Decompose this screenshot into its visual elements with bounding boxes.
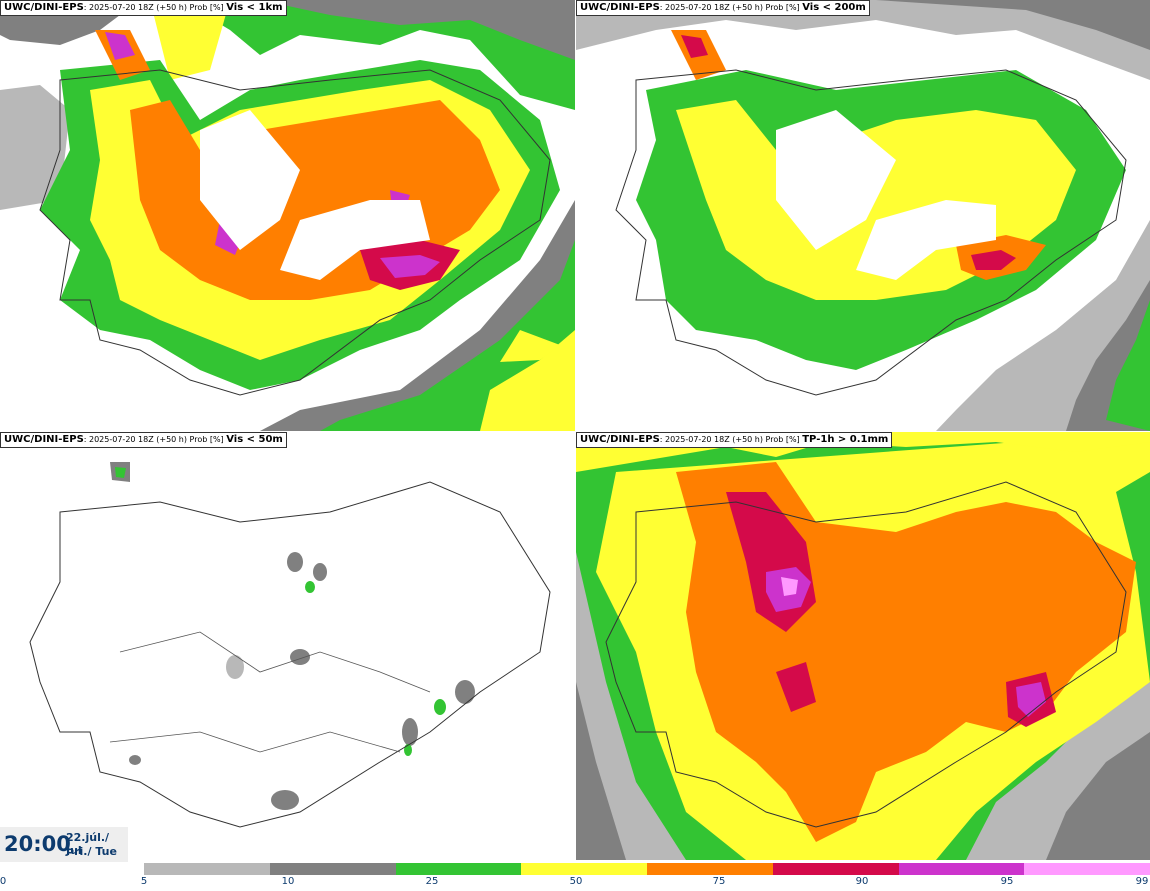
map-panel-vis-50m: UWC/DINI-EPS: 2025-07-20 18Z (+50 h) Pro… bbox=[0, 432, 575, 860]
map-panel-vis-200m: UWC/DINI-EPS: 2025-07-20 18Z (+50 h) Pro… bbox=[576, 0, 1150, 431]
probability-map bbox=[576, 432, 1150, 860]
colorbar-tick-label: 0 bbox=[0, 876, 7, 887]
panel-title: UWC/DINI-EPS: 2025-07-20 18Z (+50 h) Pro… bbox=[0, 432, 287, 448]
colorbar-segment bbox=[647, 863, 773, 875]
variable-name: Vis < 200m bbox=[802, 2, 866, 13]
colorbar-tick-label: 5 bbox=[140, 876, 148, 887]
map-panel-tp-1h: UWC/DINI-EPS: 2025-07-20 18Z (+50 h) Pro… bbox=[576, 432, 1150, 860]
colorbar-segment bbox=[521, 863, 647, 875]
colorbar-tick-label: 90 bbox=[855, 876, 869, 887]
model-name: UWC/DINI-EPS bbox=[4, 2, 84, 13]
probability-map bbox=[576, 0, 1150, 431]
panel-title: UWC/DINI-EPS: 2025-07-20 18Z (+50 h) Pro… bbox=[576, 0, 870, 16]
colorbar-segment bbox=[395, 863, 522, 875]
colorbar-tick-label: 99 bbox=[1135, 876, 1149, 887]
run-info: : 2025-07-20 18Z (+50 h) Prob [%] bbox=[659, 3, 803, 12]
colorbar-tick-label: 95 bbox=[1000, 876, 1014, 887]
colorbar-segment bbox=[898, 863, 1025, 875]
colorbar-segment bbox=[269, 863, 396, 875]
colorbar-segment bbox=[144, 863, 270, 875]
probability-colorbar bbox=[144, 863, 1150, 875]
colorbar-tick-label: 10 bbox=[281, 876, 295, 887]
variable-name: Vis < 50m bbox=[226, 434, 283, 445]
map-panel-vis-1km: UWC/DINI-EPS: 2025-07-20 18Z (+50 h) Pro… bbox=[0, 0, 575, 431]
panel-title: UWC/DINI-EPS: 2025-07-20 18Z (+50 h) Pro… bbox=[576, 432, 893, 448]
run-info: : 2025-07-20 18Z (+50 h) Prob [%] bbox=[83, 435, 227, 444]
colorbar-segment bbox=[772, 863, 899, 875]
model-name: UWC/DINI-EPS bbox=[4, 434, 84, 445]
run-info: : 2025-07-20 18Z (+50 h) Prob [%] bbox=[659, 435, 803, 444]
run-info: : 2025-07-20 18Z (+50 h) Prob [%] bbox=[83, 3, 227, 12]
valid-time-box: 20:00 22.júl./ Jul Þri./ Tue bbox=[0, 827, 128, 862]
probability-map bbox=[0, 0, 575, 431]
valid-weekday: Þri./ Tue bbox=[66, 845, 117, 858]
model-name: UWC/DINI-EPS bbox=[580, 434, 660, 445]
panel-title: UWC/DINI-EPS: 2025-07-20 18Z (+50 h) Pro… bbox=[0, 0, 287, 16]
valid-date: 22.júl./ Jul bbox=[66, 831, 110, 857]
model-name: UWC/DINI-EPS bbox=[580, 2, 660, 13]
valid-time: 20:00 bbox=[4, 832, 71, 856]
colorbar-tick-label: 75 bbox=[712, 876, 726, 887]
variable-name: TP-1h > 0.1mm bbox=[802, 434, 889, 445]
colorbar-tick-label: 25 bbox=[425, 876, 439, 887]
colorbar-tick-label: 50 bbox=[569, 876, 583, 887]
probability-map bbox=[0, 432, 575, 860]
variable-name: Vis < 1km bbox=[226, 2, 283, 13]
colorbar-segment bbox=[1024, 863, 1150, 875]
